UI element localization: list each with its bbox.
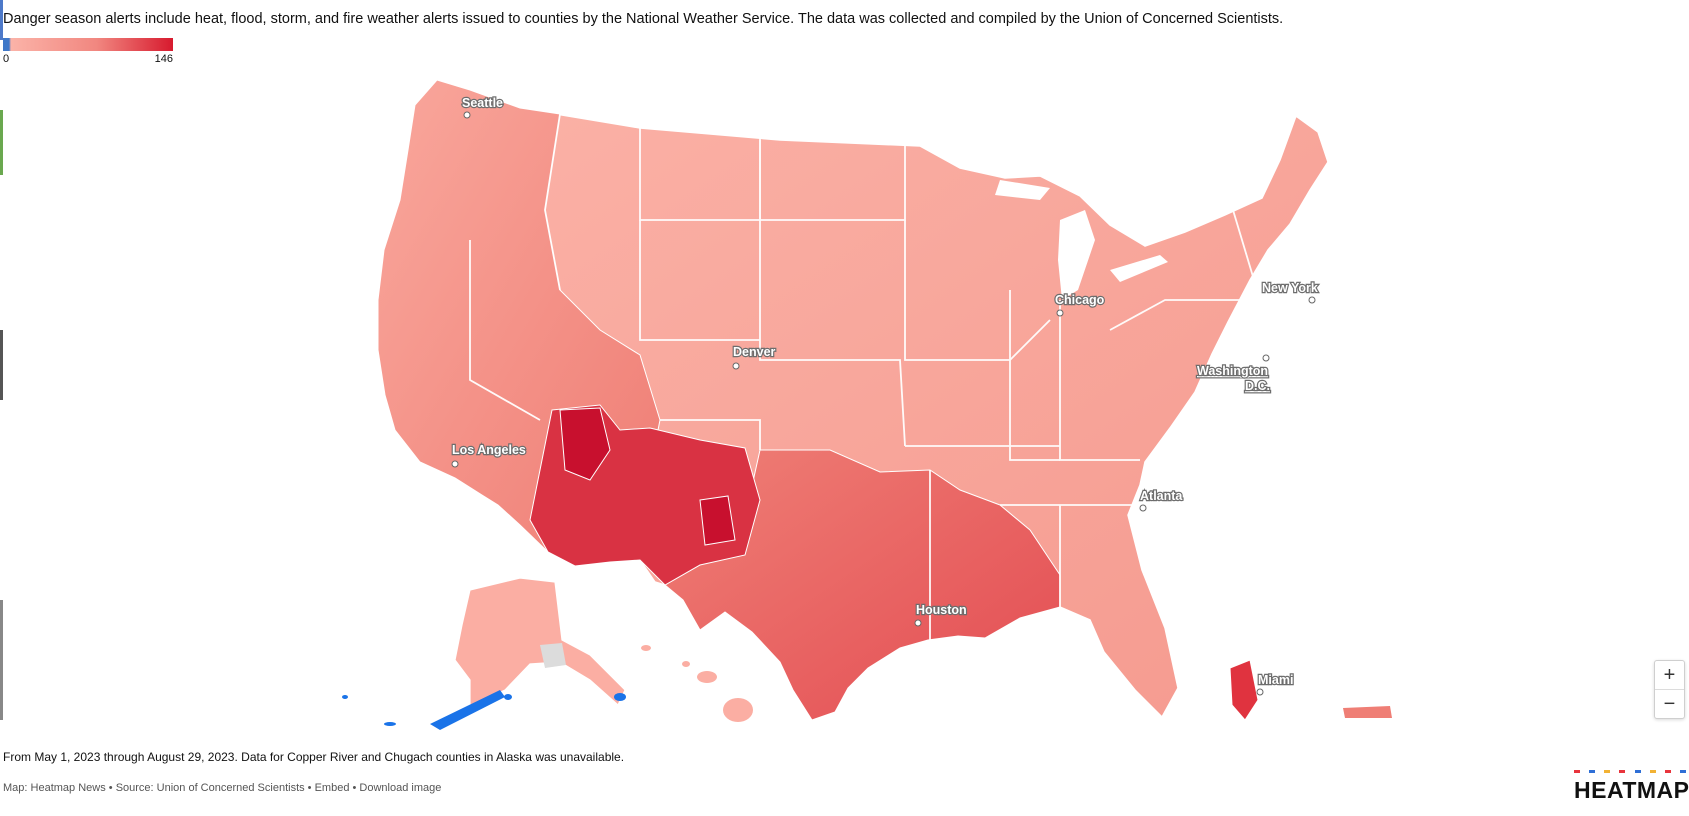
zoom-out-button[interactable]: − <box>1655 689 1684 718</box>
state-borders <box>469 113 1261 640</box>
download-image-link[interactable]: Download image <box>359 782 442 794</box>
legend-min-label: 0 <box>3 53 10 65</box>
city-label-seattle: Seattle <box>462 96 503 110</box>
city-label-chicago: Chicago <box>1055 293 1105 307</box>
city-label-denver: Denver <box>733 345 776 359</box>
credits-line: Map: Heatmap News • Source: Union of Con… <box>3 782 441 794</box>
city-label-atlanta: Atlanta <box>1140 489 1183 503</box>
heatmap-logo: HEATMAP <box>1574 770 1689 808</box>
puerto-rico-shape <box>1343 706 1392 718</box>
darkest-counties-nm <box>699 495 736 546</box>
us-county-choropleth-map[interactable]: Seattle Los Angeles Denver Chicago New Y… <box>270 70 1420 740</box>
city-label-washington-dc: D.C. <box>1245 379 1270 393</box>
hawaii-shape <box>641 645 753 722</box>
florida-dark-area <box>1229 659 1259 721</box>
city-dot-houston <box>914 619 922 627</box>
city-label-houston: Houston <box>916 603 967 617</box>
alaska-unavailable-counties <box>540 643 566 668</box>
credit-source: Source: Union of Concerned Scientists <box>115 782 305 794</box>
footnote: From May 1, 2023 through August 29, 2023… <box>3 750 625 764</box>
left-edge-strip <box>0 0 3 720</box>
city-label-miami: Miami <box>1258 673 1293 687</box>
city-dot-miami <box>1256 688 1264 696</box>
city-label-new-york: New York <box>1262 281 1318 295</box>
credit-separator: • <box>304 782 315 794</box>
legend-max-label: 146 <box>154 53 173 65</box>
city-dot-new-york <box>1308 296 1316 304</box>
map-description: Danger season alerts include heat, flood… <box>3 11 1284 27</box>
city-dot-los-angeles <box>451 460 459 468</box>
alaska-shape <box>454 577 626 707</box>
city-dot-seattle <box>463 111 471 119</box>
city-dot-atlanta <box>1139 504 1147 512</box>
city-markers: Seattle Los Angeles Denver Chicago New Y… <box>451 95 1319 696</box>
city-label-washington: Washington <box>1197 364 1268 378</box>
great-lakes <box>995 180 1168 300</box>
darkest-counties <box>559 407 611 481</box>
south-central-region-shade <box>664 449 1061 721</box>
city-dot-denver <box>732 362 740 370</box>
city-label-los-angeles: Los Angeles <box>452 443 526 457</box>
logo-dots <box>1574 770 1686 776</box>
credit-separator: • <box>105 782 116 794</box>
embed-link[interactable]: Embed <box>314 782 350 794</box>
legend-color-scale <box>3 38 173 51</box>
city-dot-washington <box>1262 354 1270 362</box>
city-dot-chicago <box>1056 309 1064 317</box>
logo-wordmark: HEATMAP <box>1574 777 1689 803</box>
zoom-in-button[interactable]: + <box>1663 664 1676 686</box>
color-legend: 0 146 <box>3 38 173 67</box>
zoom-controls: + − <box>1654 660 1685 719</box>
credit-map-by: Map: Heatmap News <box>3 782 106 794</box>
alaska-zero-alert-islands <box>342 690 626 730</box>
credit-separator: • <box>349 782 360 794</box>
